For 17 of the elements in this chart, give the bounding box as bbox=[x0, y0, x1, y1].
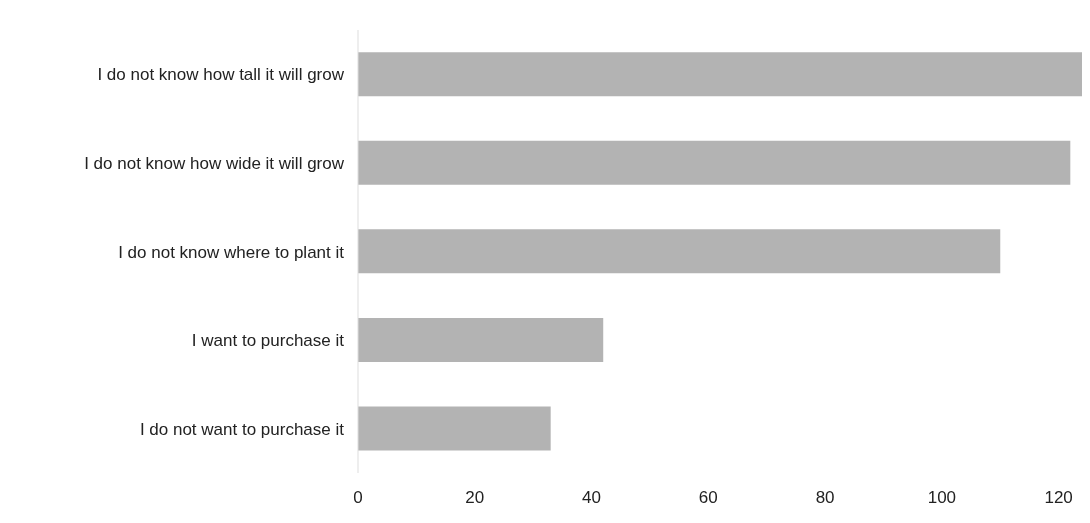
x-tick-label: 20 bbox=[465, 488, 485, 508]
x-tick-label: 40 bbox=[582, 488, 602, 508]
bar bbox=[358, 140, 1071, 185]
bar bbox=[358, 52, 1082, 97]
y-tick-label: I do not know how tall it will grow bbox=[97, 65, 345, 85]
bar bbox=[358, 317, 604, 362]
x-tick-label: 120 bbox=[1044, 488, 1073, 508]
x-tick-label: 80 bbox=[815, 488, 835, 508]
y-tick-label: I want to purchase it bbox=[191, 331, 345, 351]
x-tick-label: 0 bbox=[353, 488, 363, 508]
x-tick-label: 100 bbox=[927, 488, 957, 508]
bar bbox=[358, 229, 1001, 274]
y-tick-label: I do not want to purchase it bbox=[139, 419, 345, 439]
bar bbox=[358, 406, 551, 451]
y-tick-label: I do not know how wide it will grow bbox=[84, 153, 345, 173]
x-tick-label: 60 bbox=[698, 488, 718, 508]
y-tick-label: I do not know where to plant it bbox=[118, 242, 345, 262]
